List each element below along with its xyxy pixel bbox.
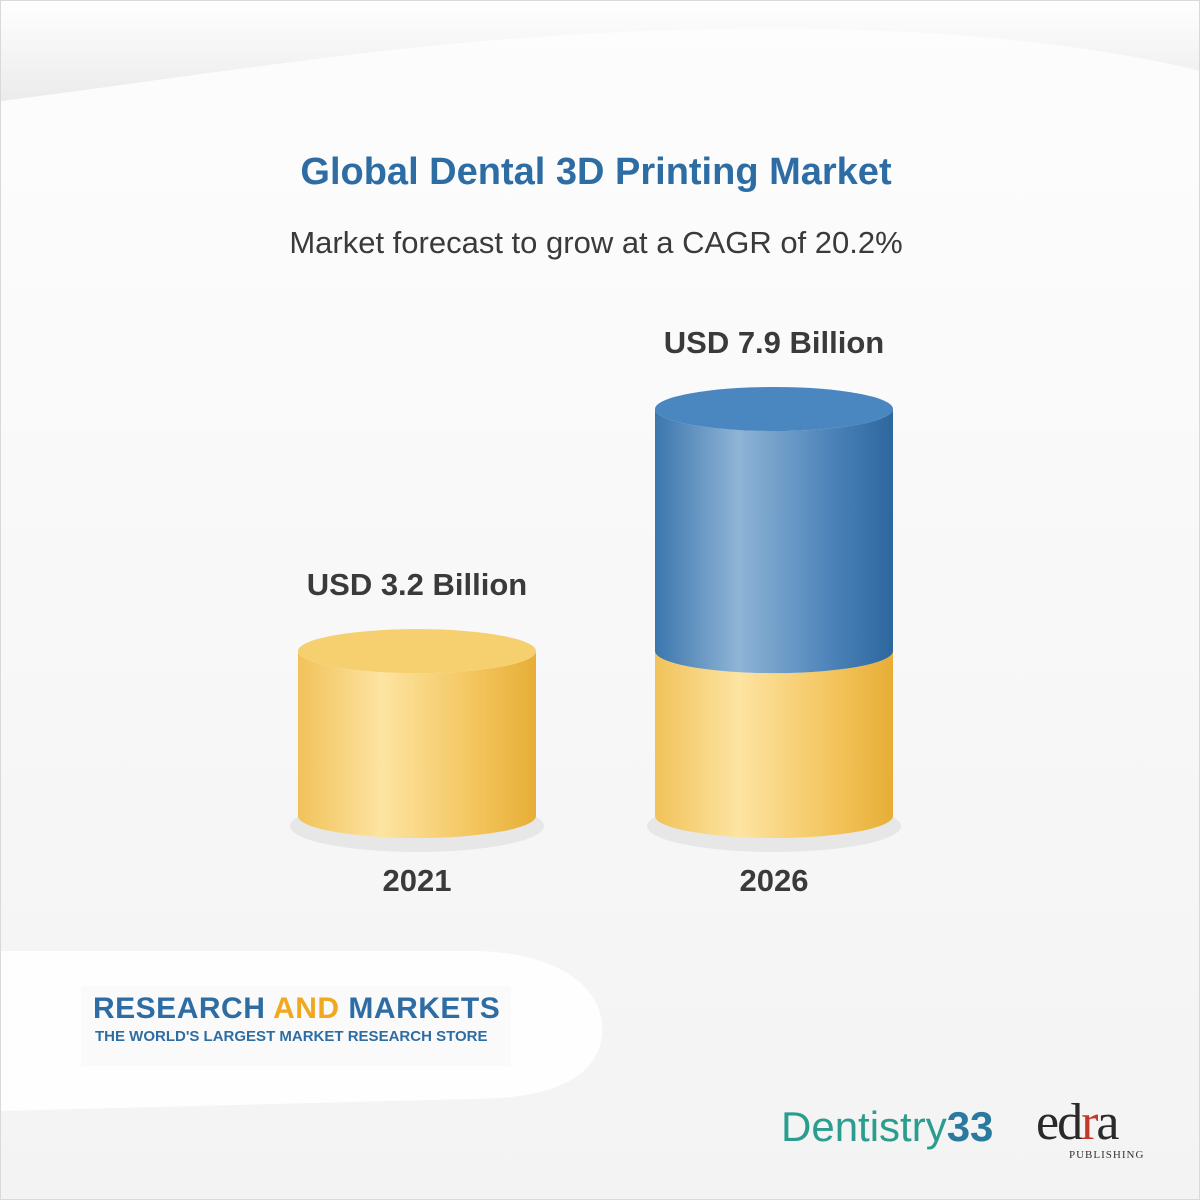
bar-top-2021 [298, 629, 536, 674]
value-label-2021: USD 3.2 Billion [307, 567, 527, 602]
value-label-2026: USD 7.9 Billion [664, 325, 884, 360]
edra-letter-r: r [1081, 1094, 1098, 1151]
research-and-markets-logo: RESEARCH AND MARKETS THE WORLD'S LARGEST… [81, 986, 511, 1066]
edra-publishing-label: PUBLISHING [1069, 1149, 1145, 1161]
category-label-2021: 2021 [383, 863, 452, 898]
edra-letter-d: d [1057, 1094, 1083, 1151]
bar-base-segment-2026 [655, 651, 893, 838]
bar-growth-segment-2026 [655, 409, 893, 674]
ram-tagline: THE WORLD'S LARGEST MARKET RESEARCH STOR… [95, 1028, 488, 1045]
category-label-2026: 2026 [740, 863, 809, 898]
edra-letter-a: a [1096, 1094, 1119, 1151]
ram-word-and: AND [273, 992, 340, 1025]
ram-word-markets: MARKETS [339, 992, 501, 1025]
bar-top-2026 [655, 387, 893, 431]
edra-letter-e: e [1036, 1094, 1059, 1151]
bar-2021 [298, 651, 536, 838]
dentistry-number: 33 [946, 1103, 994, 1150]
chart-subtitle: Market forecast to grow at a CAGR of 20.… [289, 225, 903, 260]
dentistry33-logo: Dentistry33 [781, 1103, 993, 1151]
dentistry-word: Dentistry [781, 1103, 947, 1150]
ram-word-research: RESEARCH [93, 992, 274, 1025]
edra-logo: edra [1036, 1093, 1120, 1152]
chart-title: Global Dental 3D Printing Market [300, 151, 892, 193]
